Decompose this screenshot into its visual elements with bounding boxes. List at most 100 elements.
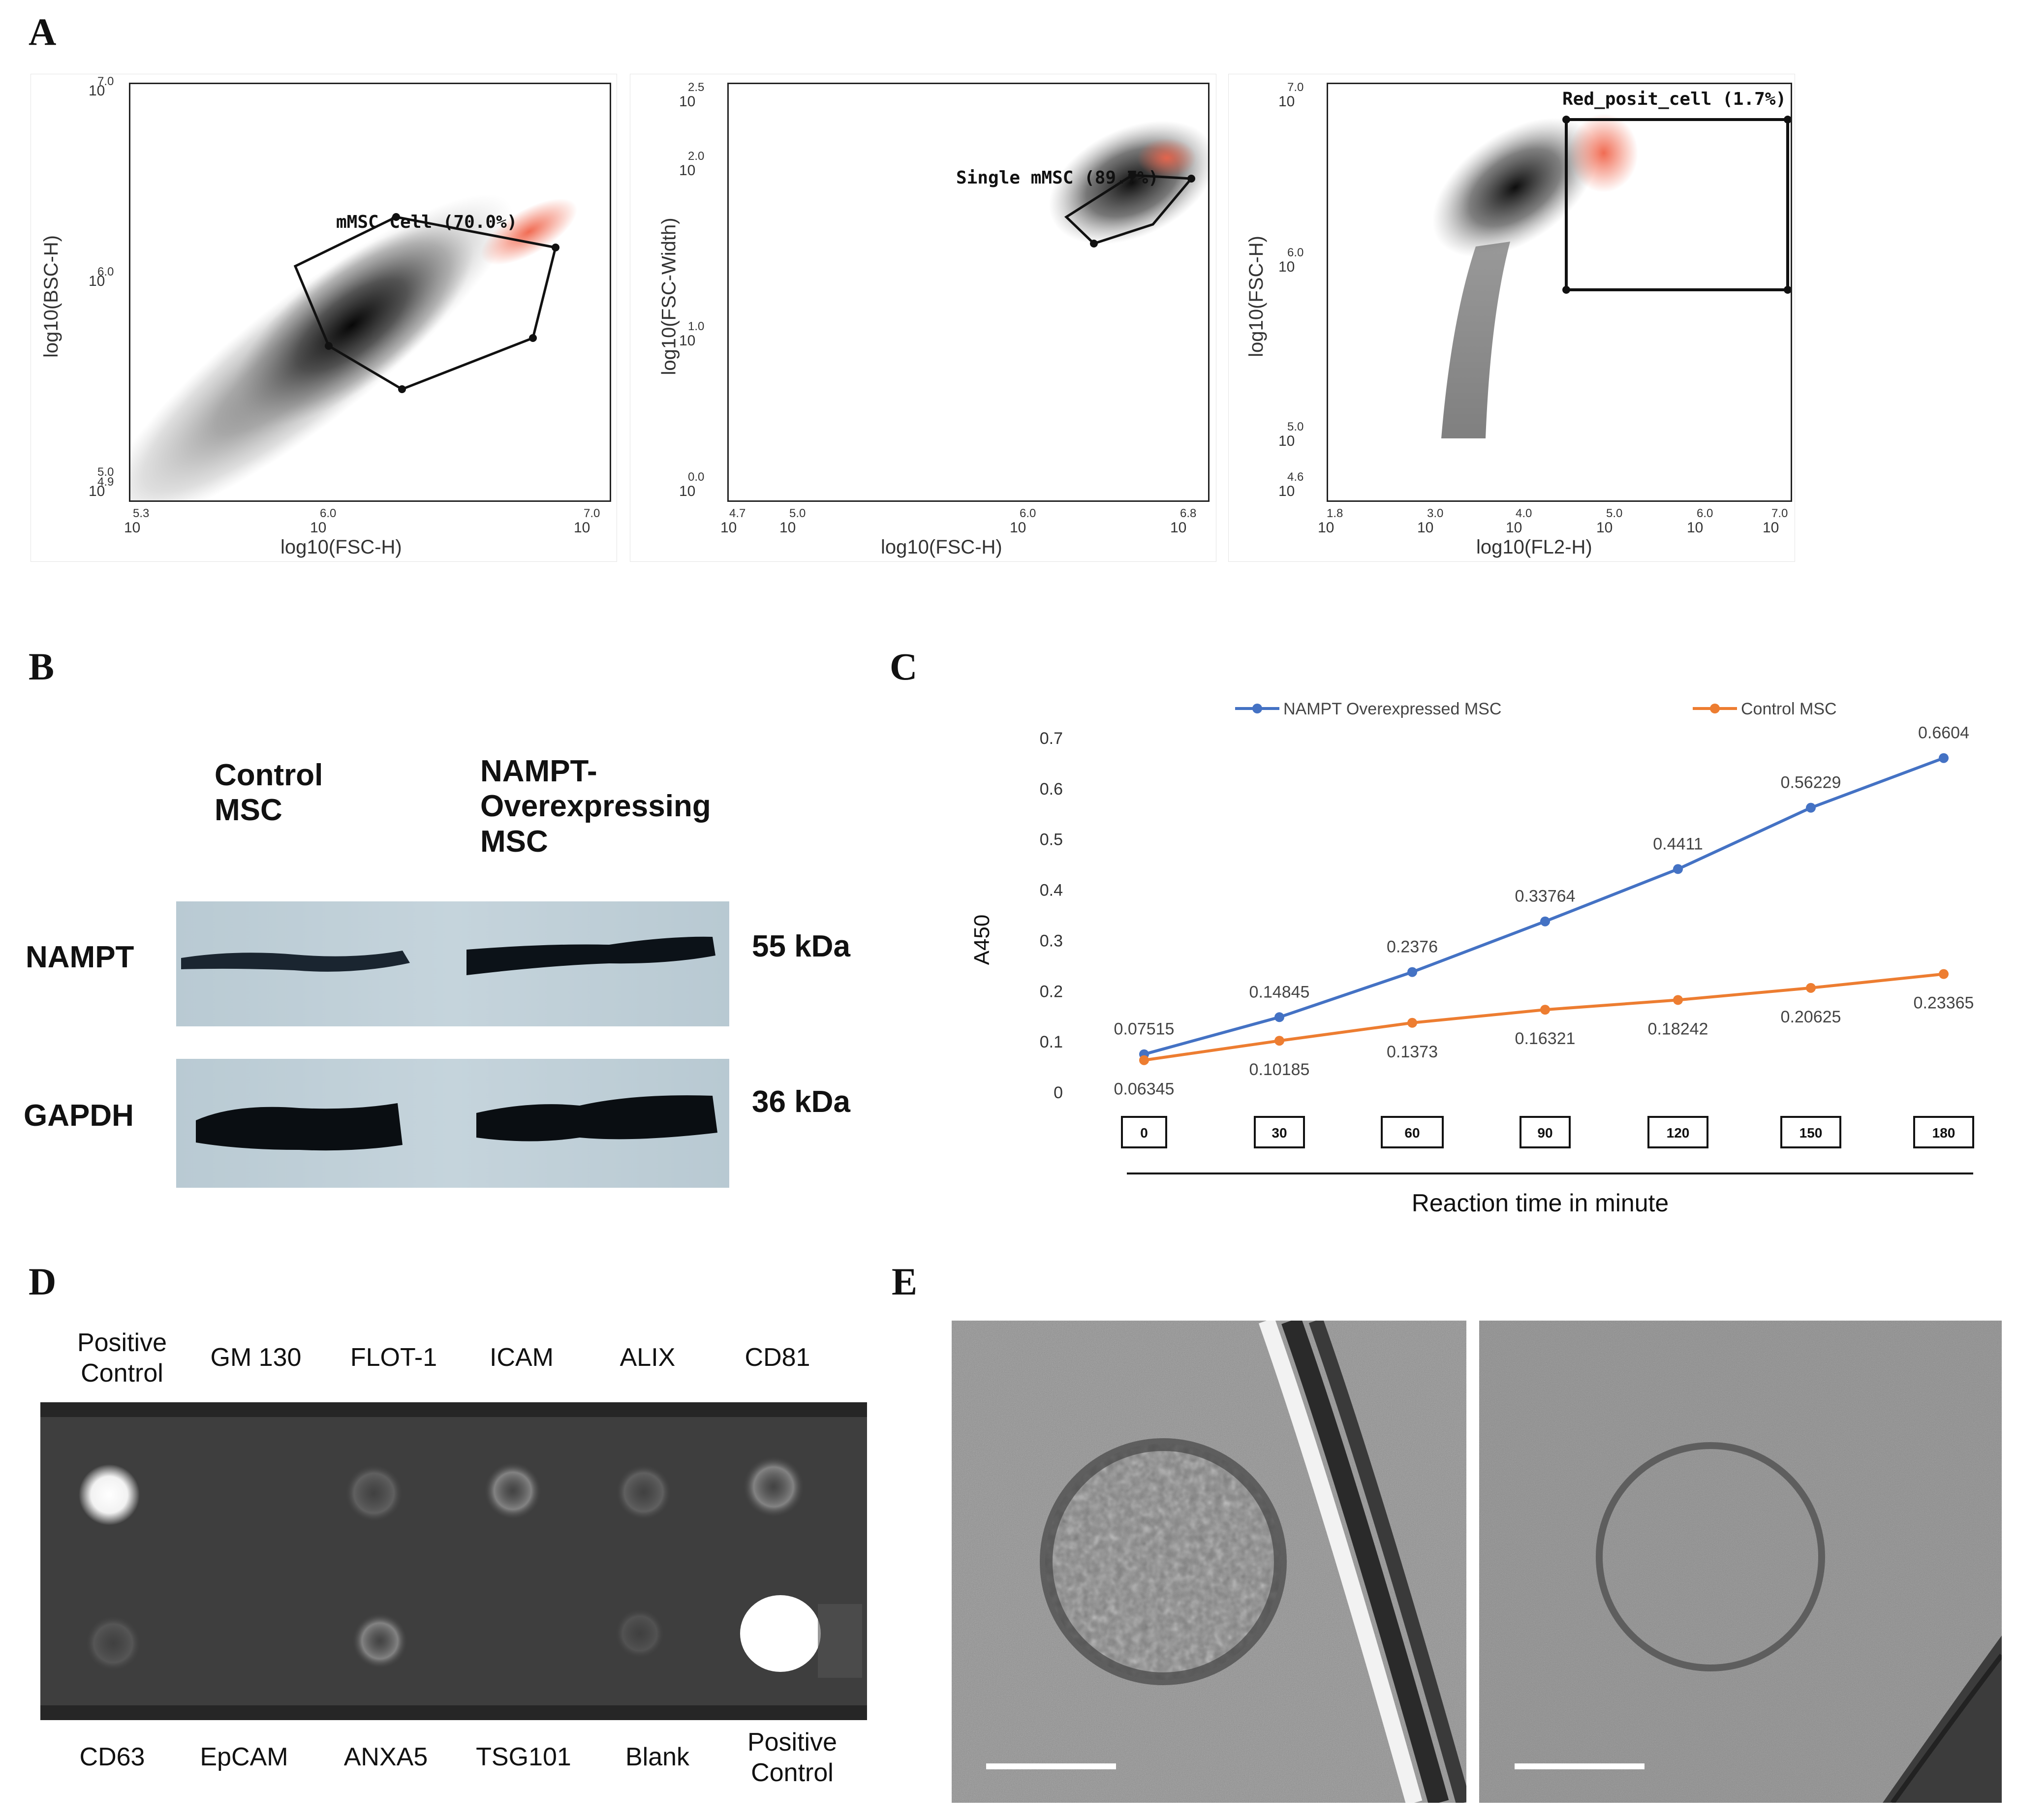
column-label-nampt: NAMPT- Overexpressing MSC — [480, 754, 711, 859]
dot-label-top-line: Control — [81, 1359, 163, 1388]
data-label: 0.14845 — [1249, 983, 1310, 1001]
data-label: 0.33764 — [1515, 887, 1576, 906]
column-label-line: MSC — [480, 824, 548, 859]
flow-plot-1: mMSC Cell (70.0%) — [129, 83, 611, 502]
data-point — [1673, 864, 1683, 874]
flow-plot-3-scatter — [1432, 114, 1791, 438]
x-tick-base: 10 — [574, 520, 590, 536]
western-blot-image — [176, 901, 729, 1188]
x-axis-label: Reaction time in minute — [1412, 1189, 1669, 1217]
y-tick: 4.9 — [97, 475, 114, 489]
x-tick: 5.0 — [1606, 507, 1623, 520]
y-tick-base: 10 — [679, 483, 696, 499]
y-tick-label: 0 — [1054, 1083, 1063, 1102]
column-label-control: Control MSC — [215, 758, 323, 828]
x-tick-base: 10 — [1687, 520, 1704, 536]
data-point — [1540, 916, 1550, 926]
y-tick: 5.0 — [1287, 420, 1304, 433]
dot-label-top-line: ICAM — [490, 1343, 554, 1372]
dot-label-top-1: Positive Control — [53, 1327, 191, 1389]
x-axis-label-plot-3: log10(FL2-H) — [1476, 536, 1592, 558]
y-tick: 5.0 — [97, 465, 114, 479]
y-tick-label: 0.5 — [1040, 831, 1063, 849]
data-point — [1806, 802, 1816, 813]
panel-letter-d: D — [29, 1260, 57, 1303]
x-tick-label: 0 — [1140, 1125, 1148, 1141]
data-label: 0.4411 — [1653, 834, 1703, 853]
dot-label-bottom-line: EpCAM — [200, 1743, 288, 1771]
x-tick-label: 120 — [1667, 1125, 1690, 1141]
data-label: 0.23365 — [1914, 994, 1974, 1013]
data-label: 0.1373 — [1387, 1043, 1438, 1061]
column-label-line: Overexpressing — [480, 789, 711, 824]
dot-label-bottom-5: Blank — [589, 1742, 726, 1772]
x-tick-base: 10 — [1506, 520, 1522, 536]
dot-label-bottom-3: ANXA5 — [317, 1742, 455, 1772]
gate-label-mmsc-cell: mMSC Cell (70.0%) — [336, 212, 518, 232]
dot-label-bottom-line: Blank — [625, 1743, 690, 1771]
row-label-nampt: NAMPT — [26, 940, 134, 974]
row-label-gapdh: GAPDH — [24, 1099, 134, 1133]
mw-label-36: 36 kDa — [752, 1085, 850, 1119]
flow-plot-3: Red_posit_cell (1.7%) — [1327, 83, 1792, 502]
x-tick: 4.7 — [729, 507, 746, 520]
flow-plot-2: Single mMSC (89.7%) — [727, 83, 1210, 502]
data-label: 0.56229 — [1781, 773, 1841, 792]
flow-plot-2-scatter — [1049, 121, 1208, 247]
y-tick: 7.0 — [97, 75, 114, 88]
data-point — [1139, 1055, 1149, 1065]
scale-bar — [1515, 1763, 1645, 1769]
data-point — [1540, 1005, 1550, 1015]
y-axis-label-plot-3: log10(FSC-H) — [1245, 236, 1267, 357]
x-tick-label: 60 — [1404, 1125, 1420, 1141]
panel-letter-c: C — [890, 645, 918, 688]
y-tick-label: 0.7 — [1040, 729, 1063, 748]
y-tick: 7.0 — [1287, 81, 1304, 94]
x-tick-base: 10 — [1010, 520, 1026, 536]
x-category-box — [1520, 1116, 1571, 1148]
panel-letter-e: E — [892, 1260, 918, 1303]
legend-marker — [1252, 704, 1262, 713]
scale-bar — [986, 1763, 1116, 1769]
x-category-box — [1121, 1116, 1167, 1148]
data-point — [1806, 983, 1816, 993]
dot-label-bottom-line: CD63 — [79, 1743, 145, 1771]
x-tick: 6.0 — [1697, 507, 1713, 520]
y-tick: 1.0 — [688, 320, 705, 333]
y-tick-base: 10 — [89, 483, 105, 499]
data-point — [1673, 995, 1683, 1005]
gate-label-single-mmsc: Single mMSC (89.7%) — [956, 168, 1159, 188]
y-tick: 0.0 — [688, 470, 705, 484]
x-tick-base: 10 — [1170, 520, 1187, 536]
column-label-line: NAMPT- — [480, 754, 597, 788]
dot-label-top-3: FLOT-1 — [325, 1342, 463, 1373]
data-point — [1274, 1012, 1284, 1022]
x-tick: 3.0 — [1427, 507, 1444, 520]
data-label: 0.6604 — [1918, 724, 1969, 742]
x-tick-label: 150 — [1800, 1125, 1823, 1141]
x-tick: 6.0 — [320, 507, 337, 520]
dot-label-top-6: CD81 — [709, 1342, 846, 1373]
x-tick: 5.0 — [789, 507, 806, 520]
y-tick-label: 0.4 — [1040, 881, 1063, 900]
data-label: 0.06345 — [1114, 1080, 1175, 1099]
x-tick-base: 10 — [779, 520, 796, 536]
x-tick: 7.0 — [584, 507, 600, 520]
y-tick: 2.0 — [688, 150, 705, 163]
x-axis-label-plot-1: log10(FSC-H) — [280, 536, 402, 558]
dot-label-bottom-6: Positive Control — [723, 1727, 861, 1789]
x-category-box — [1254, 1116, 1305, 1148]
data-label: 0.2376 — [1387, 938, 1438, 956]
x-axis-label-plot-2: log10(FSC-H) — [881, 536, 1002, 558]
y-tick-label: 0.6 — [1040, 780, 1063, 799]
x-tick-base: 10 — [124, 520, 141, 536]
dot-blot-membrane — [40, 1402, 867, 1720]
y-tick-base: 10 — [89, 83, 105, 99]
data-point — [1939, 753, 1949, 763]
panel-letter-b: B — [29, 645, 55, 688]
y-tick-base: 10 — [1278, 433, 1295, 449]
y-tick-base: 10 — [679, 93, 696, 110]
x-tick-base: 10 — [310, 520, 327, 536]
y-tick-base: 10 — [679, 162, 696, 179]
dot-label-top-2: GM 130 — [187, 1342, 325, 1373]
